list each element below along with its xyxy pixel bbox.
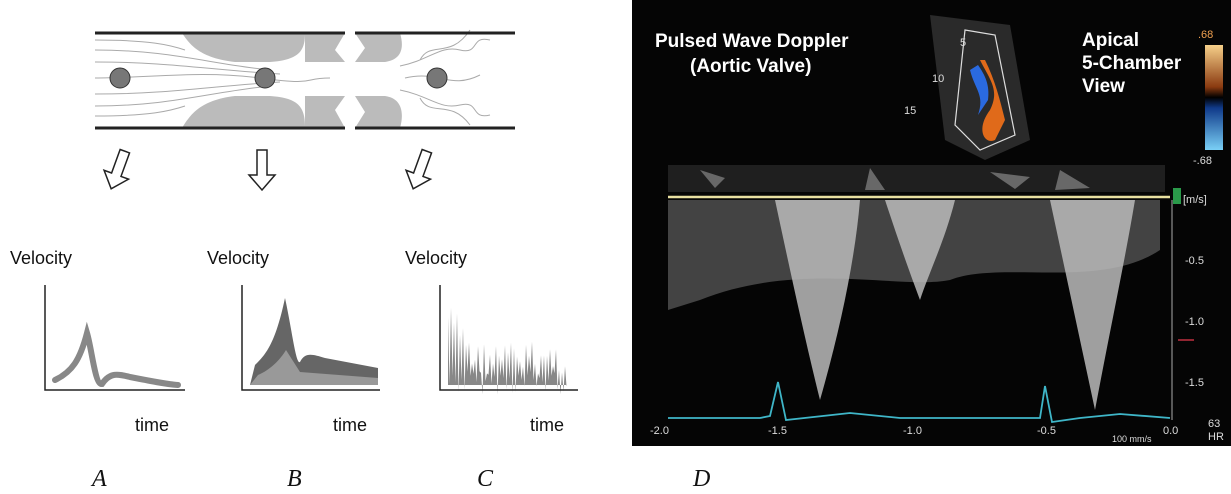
time-tick: -1.5	[768, 425, 787, 437]
heart-rate: HR	[1208, 431, 1224, 443]
time-tick: -0.5	[1037, 425, 1056, 437]
sweep-speed: 100 mm/s	[1112, 434, 1152, 444]
panel-letter: D	[692, 466, 710, 492]
doppler-title: (Aortic Valve)	[690, 56, 811, 77]
panel-letter: B	[287, 466, 302, 492]
y-label: Velocity	[10, 248, 72, 268]
y-label: Velocity	[207, 248, 269, 268]
velocity-tick: -1.0	[1185, 316, 1204, 328]
velocity-tick: -0.5	[1185, 255, 1204, 267]
graph-b: Velocity time B	[207, 248, 380, 492]
pipe-c	[355, 29, 515, 130]
doppler-image: Pulsed Wave Doppler (Aortic Valve) Apica…	[632, 0, 1231, 446]
panel-letter: C	[477, 466, 494, 492]
depth-tick: 5	[960, 37, 966, 49]
unit-label: [m/s]	[1183, 194, 1207, 206]
depth-tick: 15	[904, 105, 916, 117]
view-label: 5-Chamber	[1082, 53, 1182, 74]
heart-rate: 63	[1208, 418, 1220, 430]
color-scale-label: .68	[1198, 29, 1213, 41]
view-label: View	[1082, 76, 1125, 97]
pipe-ab	[94, 31, 345, 130]
x-label: time	[530, 415, 564, 435]
doppler-title: Pulsed Wave Doppler	[655, 31, 849, 52]
graph-c: Velocity time C	[405, 248, 578, 492]
graph-a: Velocity time A	[10, 248, 185, 492]
x-label: time	[135, 415, 169, 435]
panel-letter: A	[90, 466, 107, 492]
color-scale-label: -.68	[1193, 155, 1212, 167]
time-tick: -1.0	[903, 425, 922, 437]
view-label: Apical	[1082, 30, 1139, 51]
x-label: time	[333, 415, 367, 435]
arrows	[102, 148, 433, 192]
time-tick: 0.0	[1163, 425, 1178, 437]
y-label: Velocity	[405, 248, 467, 268]
time-tick: -2.0	[650, 425, 669, 437]
depth-tick: 10	[932, 73, 944, 85]
velocity-tick: -1.5	[1185, 377, 1204, 389]
